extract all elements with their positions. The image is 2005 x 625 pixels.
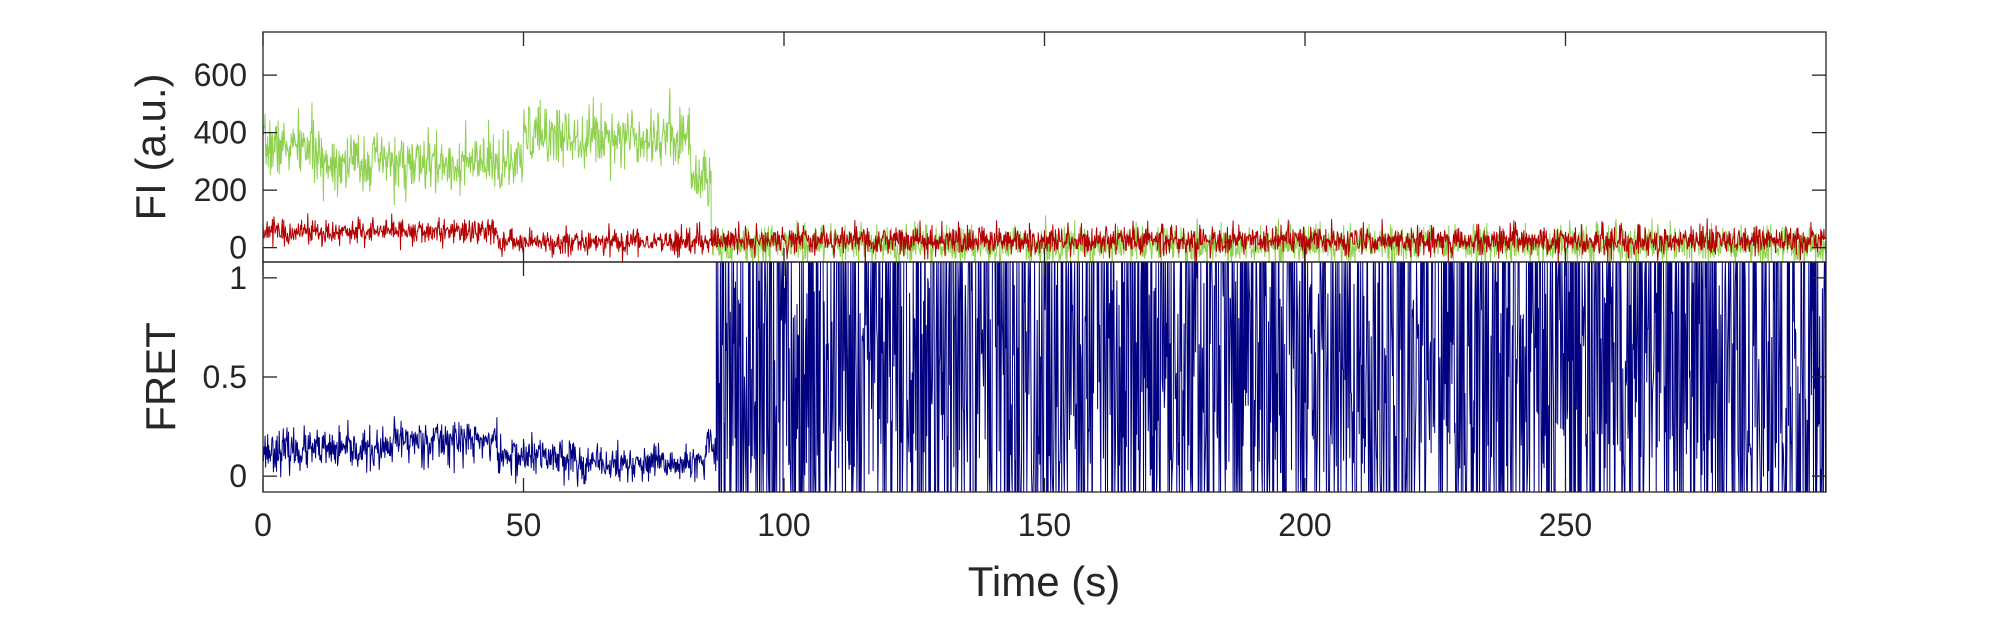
- time-x-tick-label: 50: [506, 507, 542, 543]
- time-x-tick-label: 150: [1018, 507, 1071, 543]
- fret-y-ticks: 00.51: [203, 260, 1826, 494]
- fret-y-tick-label: 1: [229, 260, 247, 296]
- fret-y-axis-label: FRET: [137, 322, 184, 432]
- fluorescence-y-tick-label: 0: [229, 230, 247, 266]
- time-x-axis-label: Time (s): [968, 558, 1120, 605]
- fluorescence-plot-area: [263, 88, 1826, 262]
- fret-panel: 00.51 0 50 100 150 200 250 FRET Time (s): [137, 260, 1827, 605]
- time-x-tick-label: 0: [254, 507, 272, 543]
- time-x-tick-label: 200: [1278, 507, 1331, 543]
- fluorescence-y-axis-label: FI (a.u.): [127, 73, 174, 220]
- fluorescence-series-1-line: [263, 88, 1826, 262]
- fret-y-tick-label: 0.5: [203, 359, 247, 395]
- time-x-tick-label: 100: [757, 507, 810, 543]
- fluorescence-axes-box: [262, 31, 1827, 263]
- fret-series-1-line: [263, 262, 1826, 492]
- fluorescence-y-tick-label: 200: [194, 172, 247, 208]
- fluorescence-y-tick-label: 600: [194, 57, 247, 93]
- fret-y-tick-label: 0: [229, 458, 247, 494]
- time-x-tick-label: 250: [1539, 507, 1592, 543]
- fluorescence-y-tick-label: 400: [194, 115, 247, 151]
- fluorescence-panel: 0 200 400 600 FI (a.u.): [127, 31, 1827, 266]
- fret-plot-area: [263, 262, 1826, 492]
- fluorescence-y-ticks: 0 200 400 600: [194, 32, 1826, 266]
- time-x-ticks: 0 50 100 150 200 250: [254, 262, 1592, 543]
